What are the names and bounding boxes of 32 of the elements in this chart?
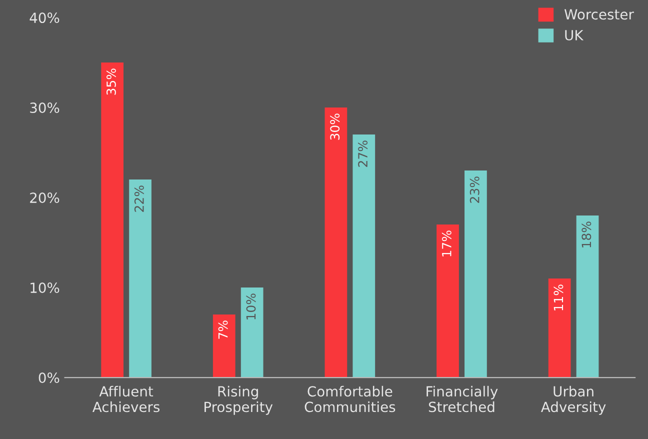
bar	[464, 170, 487, 378]
data-label: 11%	[554, 284, 564, 310]
bar	[436, 224, 459, 378]
x-tick-label: Affluent Achievers	[92, 386, 160, 412]
data-label: 30%	[330, 114, 340, 140]
y-tick-label: 40%	[30, 12, 60, 24]
data-label: 27%	[358, 140, 368, 167]
bar	[352, 134, 376, 378]
x-tick-label: Comfortable Communities	[304, 386, 396, 412]
x-tick-label: Rising Prosperity	[204, 386, 273, 415]
data-label: 10%	[246, 294, 256, 320]
bar	[576, 216, 599, 378]
bar	[129, 180, 152, 378]
legend-label: Worcester	[564, 9, 634, 20]
y-tick-label: 30%	[30, 102, 60, 114]
x-tick-label: Urban Adversity	[540, 386, 606, 415]
legend-label: UK	[565, 30, 584, 40]
y-tick-label: 20%	[30, 192, 60, 204]
y-tick-label: 0%	[38, 372, 60, 384]
data-label: 35%	[106, 68, 116, 95]
data-label: 18%	[582, 222, 592, 248]
bar	[324, 108, 348, 378]
bar	[240, 288, 264, 378]
y-tick-label: 10%	[30, 282, 60, 294]
data-label: 17%	[442, 230, 452, 256]
x-tick-label: Financially Stretched	[426, 386, 498, 412]
data-label: 7%	[218, 320, 228, 339]
bar	[101, 62, 124, 378]
bar	[548, 278, 571, 378]
bar	[212, 314, 236, 378]
data-label: 23%	[470, 176, 480, 203]
data-label: 22%	[134, 186, 144, 212]
